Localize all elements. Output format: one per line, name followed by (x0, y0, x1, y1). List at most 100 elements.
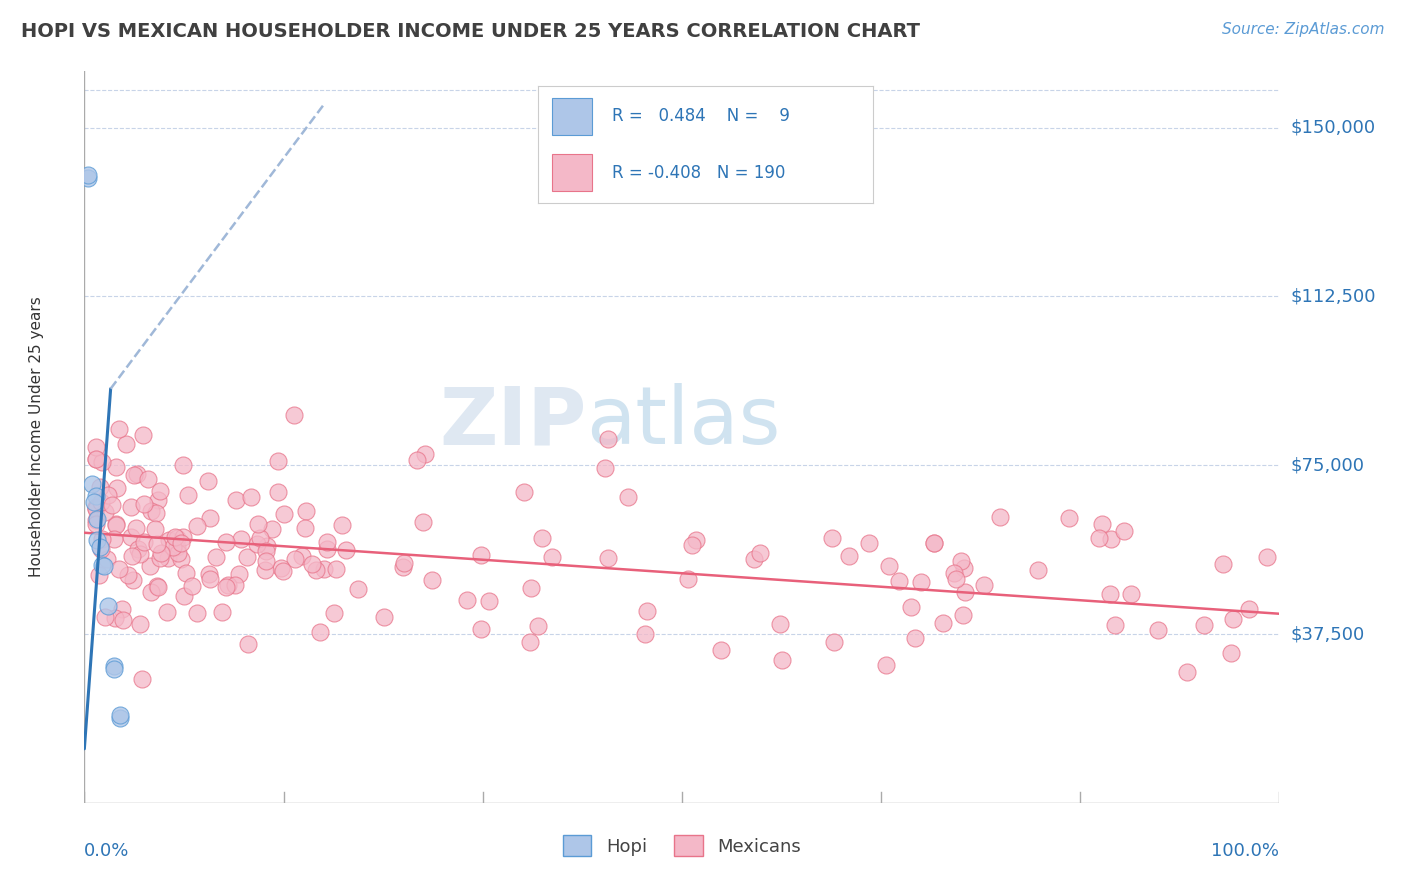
Point (685, 533, 707, 548)
Point (93, 610, 115, 624)
Point (90, 532, 112, 546)
Point (291, 549, 314, 564)
Point (283, 408, 305, 422)
Point (772, 652, 794, 666)
Point (180, 579, 202, 593)
Point (335, 543, 357, 558)
Point (1114, 524, 1136, 539)
Point (86, 516, 108, 531)
Point (681, 538, 703, 552)
Point (122, 467, 145, 482)
Text: HOPI VS MEXICAN HOUSEHOLDER INCOME UNDER 25 YEARS CORRELATION CHART: HOPI VS MEXICAN HOUSEHOLDER INCOME UNDER… (21, 22, 920, 41)
Point (146, 493, 169, 508)
Point (229, 532, 252, 546)
Point (166, 532, 188, 546)
Point (519, 635, 541, 649)
Point (111, 602, 134, 616)
Point (904, 631, 927, 645)
Point (120, 500, 142, 514)
Point (105, 459, 128, 474)
Point (105, 481, 128, 495)
Point (887, 574, 910, 588)
Point (115, 437, 138, 451)
Legend: Hopi, Mexicans: Hopi, Mexicans (555, 828, 808, 863)
Point (240, 490, 263, 504)
Point (470, 622, 492, 636)
Point (596, 551, 619, 566)
Point (141, 584, 163, 599)
Point (104, 517, 127, 532)
Point (284, 552, 307, 566)
Point (90, 541, 112, 556)
Point (211, 605, 233, 619)
Point (86, 512, 108, 526)
Point (617, 490, 640, 504)
Point (413, 446, 436, 460)
Point (86, 513, 108, 527)
Point (170, 536, 193, 550)
Point (470, 548, 492, 562)
Point (676, 573, 699, 587)
Point (710, 642, 733, 657)
Point (170, 552, 193, 566)
Point (90, 494, 112, 508)
Point (112, 613, 135, 627)
Point (86, 452, 108, 467)
Point (149, 484, 172, 499)
Point (942, 566, 965, 580)
Point (89, 480, 111, 494)
Point (858, 535, 880, 549)
Point (838, 549, 860, 563)
Point (93, 505, 115, 519)
Point (77, 168, 100, 182)
Text: Householder Income Under 25 years: Householder Income Under 25 years (30, 297, 44, 577)
Point (1147, 624, 1170, 638)
Point (176, 488, 198, 502)
Point (86, 452, 108, 467)
Point (146, 579, 169, 593)
Point (900, 600, 922, 615)
Point (157, 551, 180, 566)
Point (129, 617, 152, 632)
Point (238, 637, 260, 651)
Point (256, 539, 278, 553)
Point (86, 500, 108, 514)
Point (325, 561, 347, 575)
Point (104, 610, 127, 624)
Point (101, 498, 124, 512)
Point (922, 536, 945, 550)
Point (315, 542, 337, 557)
Point (316, 535, 339, 549)
Point (132, 428, 155, 442)
Point (405, 453, 427, 467)
Point (138, 472, 160, 486)
Point (744, 551, 766, 566)
Point (527, 619, 550, 633)
Point (1088, 531, 1111, 545)
Point (295, 504, 318, 518)
Point (86, 440, 108, 454)
Point (198, 510, 221, 524)
Point (260, 522, 283, 536)
Point (478, 593, 501, 607)
Text: $37,500: $37,500 (1291, 625, 1365, 643)
Point (90, 558, 112, 573)
Point (875, 657, 897, 672)
Point (215, 535, 238, 549)
Point (420, 574, 443, 588)
Point (598, 432, 620, 446)
Point (150, 546, 173, 560)
Point (749, 546, 772, 560)
Point (97, 599, 120, 613)
Text: 100.0%: 100.0% (1212, 842, 1279, 860)
Point (215, 580, 238, 594)
Point (820, 531, 842, 545)
Text: 0.0%: 0.0% (84, 842, 129, 860)
Point (910, 575, 932, 590)
Point (86, 500, 108, 515)
Text: $150,000: $150,000 (1291, 119, 1375, 136)
Point (125, 521, 148, 535)
Point (456, 592, 478, 607)
Point (108, 708, 131, 723)
Point (253, 563, 276, 577)
